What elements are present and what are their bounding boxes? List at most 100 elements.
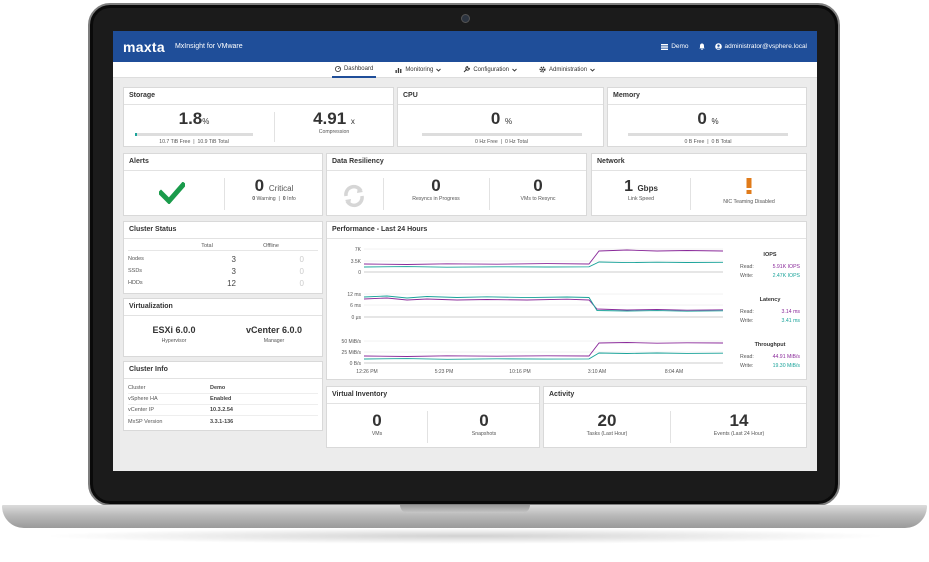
latency-title: Latency (759, 297, 781, 303)
storage-usage-fill (135, 133, 138, 136)
performance-panel[interactable]: Performance - Last 24 Hours 7K 3.5K 0 12… (326, 221, 807, 380)
info-count: 0 (282, 196, 286, 202)
resiliency-title: Data Resiliency (327, 154, 586, 171)
memory-panel[interactable]: Memory 0 % 0 B Free | 0 B Total (607, 87, 807, 147)
laptop-base (2, 505, 927, 528)
info-value: Demo (210, 385, 226, 391)
table-row: HDDs 12 0 (128, 277, 318, 289)
logo[interactable]: maxta (123, 38, 165, 55)
tab-monitoring[interactable]: Monitoring (392, 62, 444, 78)
cluster-status-panel[interactable]: Cluster Status Total Offline Nodes 3 0 S… (123, 221, 323, 294)
x-tick: 8:04 AM (665, 369, 683, 375)
storage-panel[interactable]: Storage 1.8% 10.7 TiB Free | 10.9 TiB To… (123, 87, 394, 147)
user-menu[interactable]: administrator@vsphere.local (714, 43, 807, 50)
dashboard-icon (334, 65, 341, 72)
iops-write-value: 2.47K IOPS (772, 273, 800, 279)
critical-count: 0 (254, 176, 265, 195)
iops-read-value: 5.91K IOPS (772, 264, 800, 270)
esxi-label: Hypervisor (161, 338, 187, 344)
virtualization-panel[interactable]: Virtualization ESXi 6.0.0 Hypervisor vCe… (123, 298, 323, 357)
col-offline: Offline (263, 242, 279, 249)
info-label: Cluster (128, 385, 146, 391)
top-right: Demo administrator@vsphere.local (661, 43, 807, 50)
link-speed-label: Link Speed (628, 196, 654, 202)
tab-administration[interactable]: Administration (536, 62, 598, 78)
tasks-label: Tasks (Last Hour) (586, 431, 628, 437)
cpu-total: 0 Hz Total (504, 139, 528, 145)
row-total: 3 (231, 254, 236, 264)
throughput-write-value: 19.30 MiB/s (772, 363, 800, 369)
top-bar: maxta MxInsight for VMware Demo administ… (113, 31, 817, 62)
chevron-down-icon (512, 68, 517, 72)
divider (427, 411, 428, 443)
latency-read-line (363, 297, 724, 311)
info-row: vCenter IP 10.3.2.54 (128, 405, 318, 416)
virtual-inventory-panel[interactable]: Virtual Inventory 0 VMs 0 Snapshots (326, 386, 540, 448)
server-icon (661, 43, 669, 50)
row-label: SSDs (128, 268, 143, 274)
table-row: Nodes 3 0 (128, 253, 318, 265)
info-label: vSphere HA (128, 396, 158, 402)
throughput-legend: Throughput Read: 44.91 MiB/s Write: 19.30 … (740, 342, 800, 372)
info-label: Info (287, 196, 296, 202)
row-offline: 0 (299, 254, 304, 264)
bell-icon (698, 43, 705, 50)
notifications-button[interactable] (698, 43, 705, 50)
throughput-read-value: 44.91 MiB/s (772, 354, 800, 360)
table-header: Total Offline (128, 241, 318, 251)
cpu-value: 0 (490, 109, 501, 128)
iops-y-tick: 7K (355, 247, 362, 253)
vms-label: VMs (371, 431, 383, 437)
info-label: vCenter IP (128, 407, 154, 413)
cluster-status-title: Cluster Status (124, 222, 322, 239)
throughput-read-label: Read: (740, 354, 754, 360)
network-panel[interactable]: Network 1 Gbps Link Speed NIC Teaming Di… (591, 153, 807, 216)
memory-usage-bar (628, 133, 788, 136)
nic-teaming-label: NIC Teaming Disabled (723, 199, 775, 205)
iops-title: IOPS (763, 252, 777, 258)
row-offline: 0 (299, 278, 304, 288)
demo-label: Demo (671, 43, 689, 50)
compression-unit: x (350, 117, 355, 126)
snapshots-label: Snapshots (471, 431, 497, 437)
compression-label: Compression (318, 129, 350, 135)
link-speed-value: 1 (624, 178, 633, 195)
virtualization-title: Virtualization (124, 299, 322, 316)
app-screen: maxta MxInsight for VMware Demo administ… (113, 31, 817, 471)
memory-total: 0 B Total (711, 139, 732, 145)
throughput-y-tick: 25 MiB/s (342, 350, 362, 356)
cpu-title: CPU (398, 88, 603, 105)
divider (383, 178, 384, 210)
activity-panel[interactable]: Activity 20 Tasks (Last Hour) 14 Events … (543, 386, 807, 448)
events-label: Events (Last 24 Hour) (713, 431, 765, 437)
tab-dashboard[interactable]: Dashboard (331, 62, 377, 78)
cpu-panel[interactable]: CPU 0 % 0 Hz Free | 0 Hz Total (397, 87, 604, 147)
vcenter-version: vCenter 6.0.0 (245, 325, 303, 335)
throughput-y-tick: 0 B/s (350, 361, 362, 367)
chevron-down-icon (590, 68, 595, 72)
row-offline: 0 (299, 266, 304, 276)
laptop-shadow (40, 528, 890, 544)
latency-y-tick: 12 ms (347, 292, 361, 298)
alerts-panel[interactable]: Alerts 0 Critical 0 Warning | 0 Info (123, 153, 323, 216)
user-label: administrator@vsphere.local (724, 43, 807, 50)
cpu-unit: % (505, 117, 513, 126)
cpu-free: 0 Hz Free (475, 139, 498, 145)
sync-icon (344, 184, 364, 208)
storage-compression: 4.91 x Compression (274, 105, 394, 135)
throughput-title: Throughput (754, 342, 786, 348)
vms-resync-value: 0 (533, 176, 543, 195)
iops-write-label: Write: (740, 273, 754, 279)
performance-chart: 7K 3.5K 0 12 ms 6 ms 0 μs 50 MiB/s 25 Mi… (342, 247, 724, 375)
memory-free: 0 B Free (684, 139, 705, 145)
tab-dashboard-label: Dashboard (343, 65, 374, 72)
gear-icon (539, 66, 546, 73)
resiliency-panel[interactable]: Data Resiliency 0 Resyncs in Progress 0 … (326, 153, 587, 216)
latency-y-tick: 0 μs (351, 315, 361, 321)
vms-resync-label: VMs to Resync (520, 196, 556, 202)
activity-title: Activity (544, 387, 806, 404)
cluster-info-panel[interactable]: Cluster Info Cluster Demo vSphere HA Enabl… (123, 361, 323, 431)
latency-write-label: Write: (740, 318, 754, 324)
demo-menu[interactable]: Demo (661, 43, 689, 50)
tab-configuration[interactable]: Configuration (460, 62, 520, 78)
